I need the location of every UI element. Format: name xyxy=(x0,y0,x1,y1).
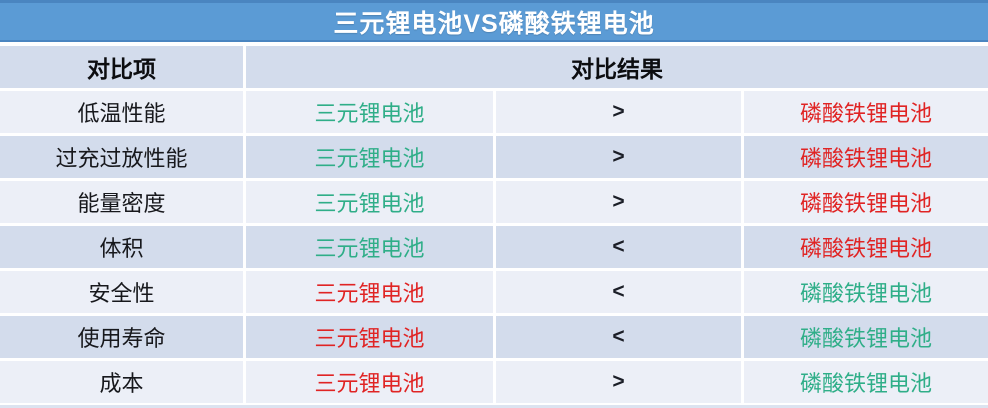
comparison-row: 安全性 三元锂电池 < 磷酸铁锂电池 xyxy=(0,271,988,313)
comparison-row: 使用寿命 三元锂电池 < 磷酸铁锂电池 xyxy=(0,316,988,358)
table-title-bar: 三元锂电池VS磷酸铁锂电池 xyxy=(0,0,988,42)
ternary-battery-cell: 三元锂电池 xyxy=(246,91,493,133)
row-item-label: 能量密度 xyxy=(0,181,243,223)
bottom-strip xyxy=(0,405,988,408)
comparison-row: 体积 三元锂电池 < 磷酸铁锂电池 xyxy=(0,226,988,268)
comparison-row: 低温性能 三元锂电池 > 磷酸铁锂电池 xyxy=(0,91,988,133)
comparator-cell: < xyxy=(496,226,741,268)
ternary-battery-cell: 三元锂电池 xyxy=(246,271,493,313)
comparator-cell: > xyxy=(496,91,741,133)
ternary-battery-cell: 三元锂电池 xyxy=(246,181,493,223)
ternary-battery-cell: 三元锂电池 xyxy=(246,136,493,178)
comparator-cell: > xyxy=(496,181,741,223)
header-result-column: 对比结果 xyxy=(246,46,988,88)
comparator-cell: < xyxy=(496,271,741,313)
table-body: 对比项 对比结果 低温性能 三元锂电池 > 磷酸铁锂电池 过充过放性能 三元锂电… xyxy=(0,46,988,403)
row-item-label: 低温性能 xyxy=(0,91,243,133)
row-item-label: 体积 xyxy=(0,226,243,268)
row-item-label: 安全性 xyxy=(0,271,243,313)
header-item-column: 对比项 xyxy=(0,46,243,88)
ternary-battery-cell: 三元锂电池 xyxy=(246,226,493,268)
comparator-cell: < xyxy=(496,316,741,358)
lfp-battery-cell: 磷酸铁锂电池 xyxy=(744,361,988,403)
comparator-cell: > xyxy=(496,136,741,178)
lfp-battery-cell: 磷酸铁锂电池 xyxy=(744,91,988,133)
comparator-cell: > xyxy=(496,361,741,403)
ternary-battery-cell: 三元锂电池 xyxy=(246,316,493,358)
comparison-row: 成本 三元锂电池 > 磷酸铁锂电池 xyxy=(0,361,988,403)
comparison-row: 过充过放性能 三元锂电池 > 磷酸铁锂电池 xyxy=(0,136,988,178)
lfp-battery-cell: 磷酸铁锂电池 xyxy=(744,271,988,313)
lfp-battery-cell: 磷酸铁锂电池 xyxy=(744,316,988,358)
row-item-label: 使用寿命 xyxy=(0,316,243,358)
row-item-label: 成本 xyxy=(0,361,243,403)
lfp-battery-cell: 磷酸铁锂电池 xyxy=(744,136,988,178)
row-item-label: 过充过放性能 xyxy=(0,136,243,178)
comparison-row: 能量密度 三元锂电池 > 磷酸铁锂电池 xyxy=(0,181,988,223)
table-title: 三元锂电池VS磷酸铁锂电池 xyxy=(333,9,655,38)
lfp-battery-cell: 磷酸铁锂电池 xyxy=(744,181,988,223)
table-header-row: 对比项 对比结果 xyxy=(0,46,988,88)
ternary-battery-cell: 三元锂电池 xyxy=(246,361,493,403)
lfp-battery-cell: 磷酸铁锂电池 xyxy=(744,226,988,268)
